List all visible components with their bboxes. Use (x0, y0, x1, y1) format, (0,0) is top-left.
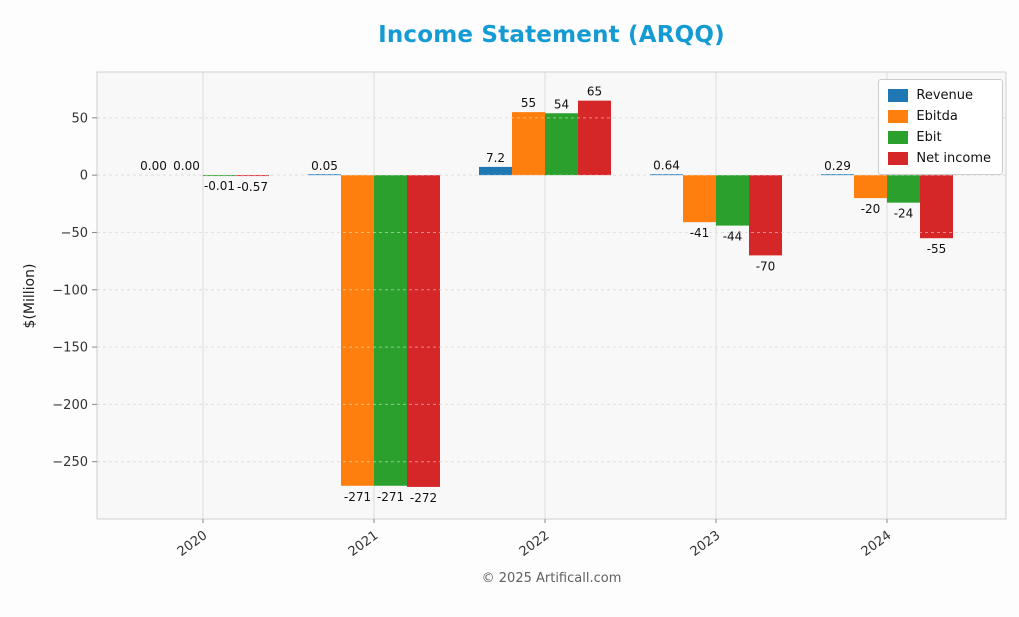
x-tick-label: 2021 (346, 528, 382, 560)
legend-item-revenue: Revenue (888, 88, 991, 103)
bar-ebit-2022 (545, 113, 578, 176)
bar-net-income-2022 (578, 100, 611, 176)
bar-value-label: -271 (344, 490, 371, 504)
legend-label: Ebit (916, 130, 942, 145)
bar-revenue-2021 (308, 174, 341, 176)
legend-label: Net income (916, 151, 991, 166)
bar-value-label: -272 (410, 491, 437, 505)
x-tick-label: 2020 (175, 528, 211, 560)
bar-value-label: -271 (377, 490, 404, 504)
y-tick-label: 0 (80, 169, 88, 184)
plot-border (96, 71, 1007, 520)
x-tick-label: 2023 (688, 528, 724, 560)
bar-ebitda-2021 (341, 175, 374, 486)
bar-value-label: 55 (521, 96, 536, 110)
y-tick-label: −200 (52, 398, 88, 413)
bar-value-label: -20 (861, 202, 881, 216)
legend-swatch-ebit (888, 131, 909, 144)
bar-ebit-2020 (203, 175, 236, 177)
chart-title: Income Statement (ARQQ) (378, 22, 725, 48)
bar-ebit-2024 (887, 175, 920, 203)
bar-value-label: -24 (894, 207, 914, 221)
legend-swatch-net-income (888, 152, 909, 165)
bar-value-label: -0.01 (204, 179, 235, 193)
bar-value-label: 7.2 (486, 151, 505, 165)
legend-swatch-ebitda (888, 110, 909, 123)
bar-value-label: -44 (723, 230, 743, 244)
x-tick-label: 2024 (859, 528, 895, 560)
legend-label: Revenue (916, 88, 974, 103)
bar-ebit-2023 (716, 175, 749, 226)
bar-net-income-2023 (749, 175, 782, 256)
bar-value-label: 54 (554, 97, 569, 111)
bar-net-income-2021 (407, 175, 440, 487)
bar-value-label: -70 (756, 259, 776, 273)
bar-ebit-2021 (374, 175, 407, 486)
y-tick-label: 50 (71, 111, 88, 126)
x-tick-label: 2022 (517, 528, 553, 560)
bar-value-label: -0.57 (237, 180, 268, 194)
bar-value-label: -55 (927, 242, 947, 256)
bar-value-label: 65 (587, 85, 602, 99)
legend-item-ebitda: Ebitda (888, 109, 991, 124)
y-tick-label: −50 (61, 226, 88, 241)
bar-ebitda-2023 (683, 175, 716, 223)
bar-value-label: 0.00 (140, 159, 167, 173)
bar-value-label: -41 (690, 226, 710, 240)
y-tick-label: −250 (52, 455, 88, 470)
y-tick-label: −100 (52, 283, 88, 298)
legend-item-net-income: Net income (888, 151, 991, 166)
footer-credit: © 2025 Artificall.com (481, 571, 622, 586)
bar-value-label: 0.64 (653, 158, 680, 172)
legend-swatch-revenue (888, 89, 909, 102)
bar-net-income-2020 (236, 175, 269, 177)
bar-revenue-2023 (650, 174, 683, 176)
bar-net-income-2024 (920, 175, 953, 239)
y-tick-label: −150 (52, 341, 88, 356)
bar-value-label: 0.05 (311, 159, 338, 173)
legend-label: Ebitda (916, 109, 958, 124)
legend: Revenue Ebitda Ebit Net income (878, 79, 1003, 175)
bar-ebitda-2022 (512, 112, 545, 176)
bar-ebitda-2024 (854, 175, 887, 199)
bar-value-label: 0.00 (173, 159, 200, 173)
bar-value-label: 0.29 (824, 159, 851, 173)
bar-revenue-2022 (479, 166, 512, 176)
legend-item-ebit: Ebit (888, 130, 991, 145)
bar-revenue-2024 (821, 174, 854, 176)
